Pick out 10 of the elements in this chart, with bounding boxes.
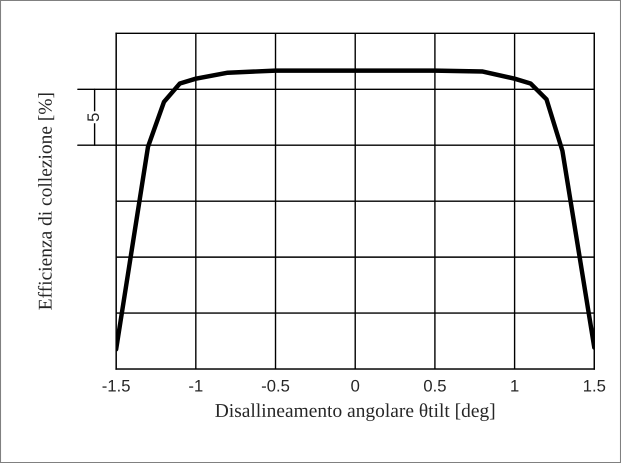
x-tick-label: -0.5	[262, 380, 290, 392]
x-tick-label: -1	[189, 380, 202, 392]
x-tick-label: 1	[511, 380, 518, 392]
y-axis-title: Efficienza di collezione [%]	[38, 93, 54, 310]
x-tick-label: 1.5	[584, 380, 606, 392]
x-tick-label: -1.5	[102, 380, 130, 392]
x-axis-title: Disallineamento angolare θtilt [deg]	[215, 403, 494, 422]
text: 5	[87, 113, 100, 122]
x-tick-label: 0.5	[424, 380, 446, 392]
x-tick-label: 0	[351, 380, 360, 392]
